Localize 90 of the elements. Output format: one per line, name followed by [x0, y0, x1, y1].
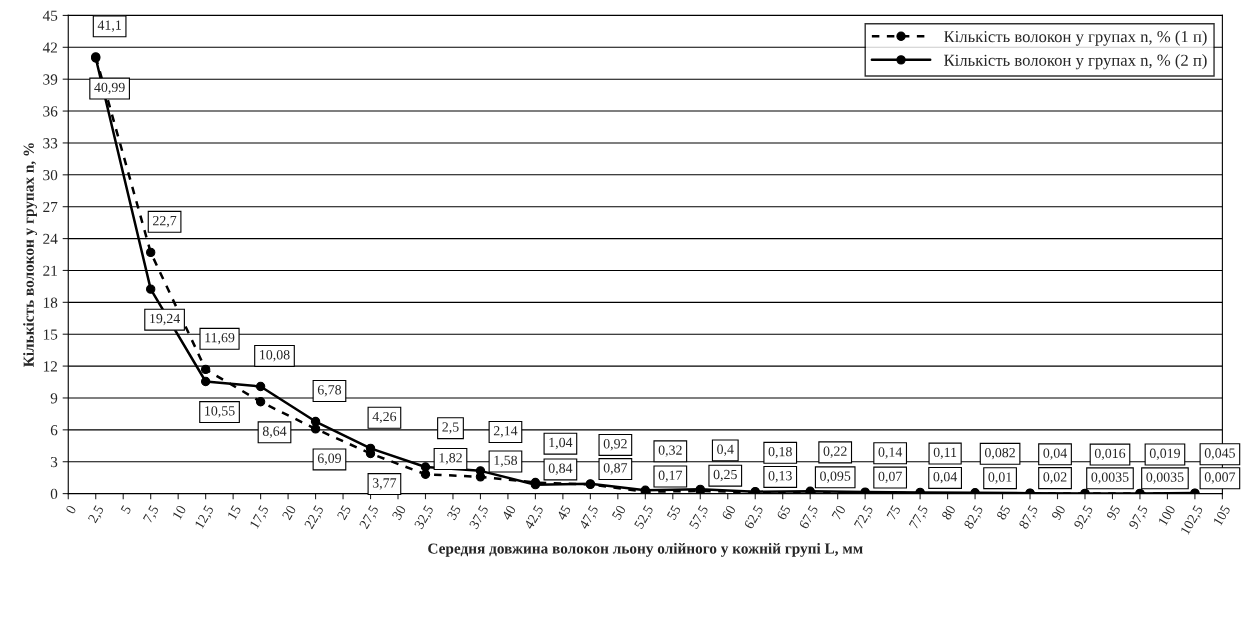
- x-tick-label: 15: [227, 504, 242, 520]
- x-axis-title: Середня довжина волокон льону олійного у кожній групі L, мм: [428, 542, 863, 557]
- x-tick-label: 67,5: [798, 504, 821, 531]
- data-label: 0,11: [933, 447, 957, 460]
- data-label: 0,0035: [1146, 472, 1184, 484]
- data-label: 0,095: [820, 471, 851, 483]
- x-tick-label: 40: [501, 504, 517, 521]
- data-label: 0,045: [1204, 448, 1235, 460]
- data-label: 0,007: [1204, 472, 1236, 484]
- data-label: 1,58: [494, 455, 518, 468]
- y-tick-label: 42: [42, 42, 57, 53]
- x-tick-label: 25: [336, 504, 352, 521]
- data-label: 19,24: [150, 313, 180, 326]
- x-tick-label: 62,5: [743, 504, 766, 531]
- x-tick-label: 77,5: [908, 504, 931, 531]
- y-tick-label: 39: [43, 74, 58, 85]
- x-tick-label: 35: [446, 504, 462, 521]
- y-tick-label: 18: [43, 297, 58, 308]
- x-tick-label: 0: [65, 504, 77, 515]
- x-tick-label: 100: [1157, 504, 1176, 526]
- x-tick-label: 55: [666, 504, 681, 521]
- data-label: 10,08: [260, 350, 290, 362]
- data-label: 0,92: [603, 439, 627, 451]
- data-label: 0,01: [988, 472, 1012, 484]
- x-tick-label: 45: [556, 504, 572, 521]
- data-label: 0,13: [768, 471, 792, 483]
- y-tick-label: 24: [43, 233, 58, 244]
- x-tick-label: 2,5: [87, 504, 106, 525]
- data-label: 10,55: [205, 406, 235, 418]
- data-label: 0,25: [713, 469, 737, 482]
- data-label: 0,17: [658, 470, 683, 482]
- data-label: 0,14: [878, 447, 903, 459]
- x-tick-label: 75: [886, 504, 901, 521]
- data-label: 0,18: [768, 446, 792, 459]
- data-label: 22,7: [153, 215, 177, 228]
- data-label: 0,0035: [1091, 472, 1129, 484]
- data-label: 0,04: [933, 472, 958, 484]
- y-axis-title: Кількість волокон у групах n, %: [23, 143, 38, 367]
- y-tick-label: 21: [43, 265, 57, 276]
- x-tick-label: 20: [281, 504, 297, 521]
- data-label: 6,78: [317, 385, 342, 397]
- data-label: 0,016: [1094, 448, 1126, 461]
- data-label: 0,22: [823, 446, 847, 458]
- data-label: 0,32: [658, 445, 682, 457]
- data-label: 1,82: [439, 453, 462, 465]
- data-label: 2,5: [442, 422, 459, 434]
- legend-label: Кількість волокон у групах n, % (1 п): [944, 30, 1207, 46]
- x-tick-label: 70: [831, 504, 846, 521]
- x-tick-label: 72,5: [853, 504, 876, 531]
- x-tick-label: 95: [1106, 504, 1121, 521]
- y-tick-label: 30: [43, 169, 58, 181]
- data-label: 4,26: [372, 411, 397, 424]
- y-tick-label: 6: [50, 425, 58, 436]
- data-label: 0,019: [1149, 448, 1180, 460]
- y-tick-label: 12: [43, 361, 57, 372]
- data-label: 0,07: [878, 471, 902, 484]
- y-tick-label: 33: [43, 138, 58, 149]
- data-label: 1,04: [549, 437, 573, 450]
- x-tick-label: 80: [941, 504, 956, 521]
- x-tick-label: 85: [996, 504, 1011, 521]
- y-tick-label: 27: [43, 201, 58, 212]
- data-label: 0,4: [717, 444, 734, 456]
- x-tick-label: 90: [1051, 504, 1066, 521]
- y-tick-label: 45: [42, 10, 58, 21]
- data-label: 6,09: [317, 453, 342, 465]
- data-label: 0,04: [1043, 448, 1067, 460]
- y-tick-label: 15: [43, 329, 58, 340]
- x-tick-label: 7,5: [142, 504, 161, 525]
- x-tick-label: 65: [776, 504, 791, 521]
- data-label: 11,69: [205, 332, 235, 345]
- legend-label: Кількість волокон у групах n, % (2 п): [944, 54, 1207, 70]
- data-label: 0,02: [1043, 472, 1067, 484]
- data-label: 0,87: [603, 463, 628, 475]
- x-tick-label: 10: [172, 504, 187, 520]
- x-tick-label: 30: [391, 504, 407, 521]
- x-tick-label: 60: [721, 504, 736, 521]
- y-tick-label: 3: [50, 456, 58, 468]
- data-label: 40,99: [94, 82, 125, 95]
- data-label: 2,14: [493, 426, 518, 438]
- y-tick-label: 9: [50, 393, 58, 404]
- y-tick-label: 36: [43, 106, 58, 117]
- x-tick-label: 105: [1212, 504, 1231, 526]
- data-label: 0,84: [548, 463, 573, 475]
- y-tick-label: 0: [50, 488, 58, 500]
- x-tick-label: 50: [611, 504, 627, 521]
- data-label: 8,64: [262, 426, 287, 438]
- x-tick-label: 5: [120, 504, 132, 515]
- data-label: 3,77: [372, 478, 397, 490]
- data-label: 41,1: [97, 20, 121, 32]
- data-label: 0,082: [984, 447, 1015, 460]
